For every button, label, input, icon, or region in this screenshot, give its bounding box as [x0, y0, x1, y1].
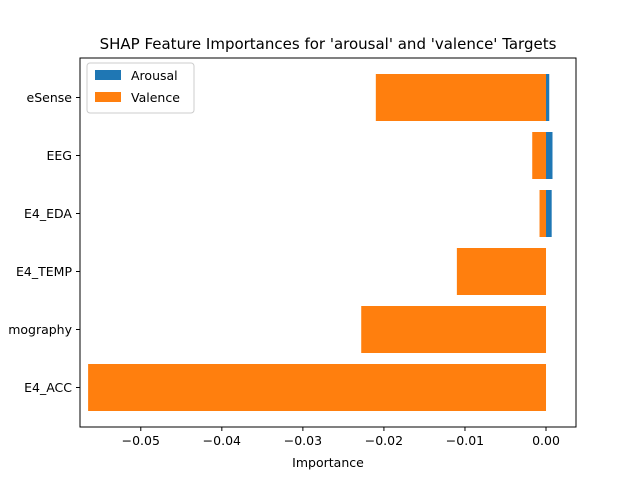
- bar-arousal-esense: [546, 74, 550, 121]
- y-tick-label-demography: mography: [8, 322, 72, 337]
- legend-swatch-arousal: [95, 70, 121, 80]
- x-tick-label-3: −0.02: [365, 433, 403, 448]
- bar-valence-demography: [361, 306, 547, 353]
- y-tick-label-eeg: EEG: [47, 148, 72, 163]
- x-axis: −0.05 −0.04 −0.03 −0.02 −0.01 0.00: [122, 427, 560, 448]
- bar-valence-e4_temp: [456, 248, 547, 295]
- y-tick-label-esense: eSense: [27, 90, 73, 105]
- x-tick-label-2: −0.03: [284, 433, 322, 448]
- x-tick-label-0: −0.05: [122, 433, 160, 448]
- bar-arousal-e4_eda: [546, 190, 552, 237]
- y-tick-label-e4_eda: E4_EDA: [24, 206, 72, 221]
- legend-swatch-valence: [95, 92, 121, 102]
- bar-valence-e4_eda: [539, 190, 547, 237]
- bar-valence-eeg: [532, 132, 547, 179]
- y-tick-label-e4_acc: E4_ACC: [24, 380, 72, 395]
- plot-frame: [79, 57, 577, 428]
- chart-title: SHAP Feature Importances for 'arousal' a…: [100, 35, 557, 53]
- legend-label-arousal: Arousal: [131, 68, 178, 83]
- legend: Arousal Valence: [86, 62, 195, 114]
- legend-label-valence: Valence: [131, 90, 180, 105]
- x-tick-label-5: 0.00: [532, 433, 560, 448]
- bar-valence-esense: [375, 74, 547, 121]
- bar-valence-e4_acc: [88, 364, 547, 411]
- x-axis-label: Importance: [292, 455, 364, 470]
- y-tick-label-e4_temp: E4_TEMP: [16, 264, 72, 279]
- bars-layer: [88, 74, 553, 411]
- y-axis: eSense EEG E4_EDA E4_TEMP mography E4_ACC: [8, 90, 80, 395]
- bar-arousal-eeg: [546, 132, 553, 179]
- x-tick-label-4: −0.01: [446, 433, 484, 448]
- x-tick-label-1: −0.04: [203, 433, 241, 448]
